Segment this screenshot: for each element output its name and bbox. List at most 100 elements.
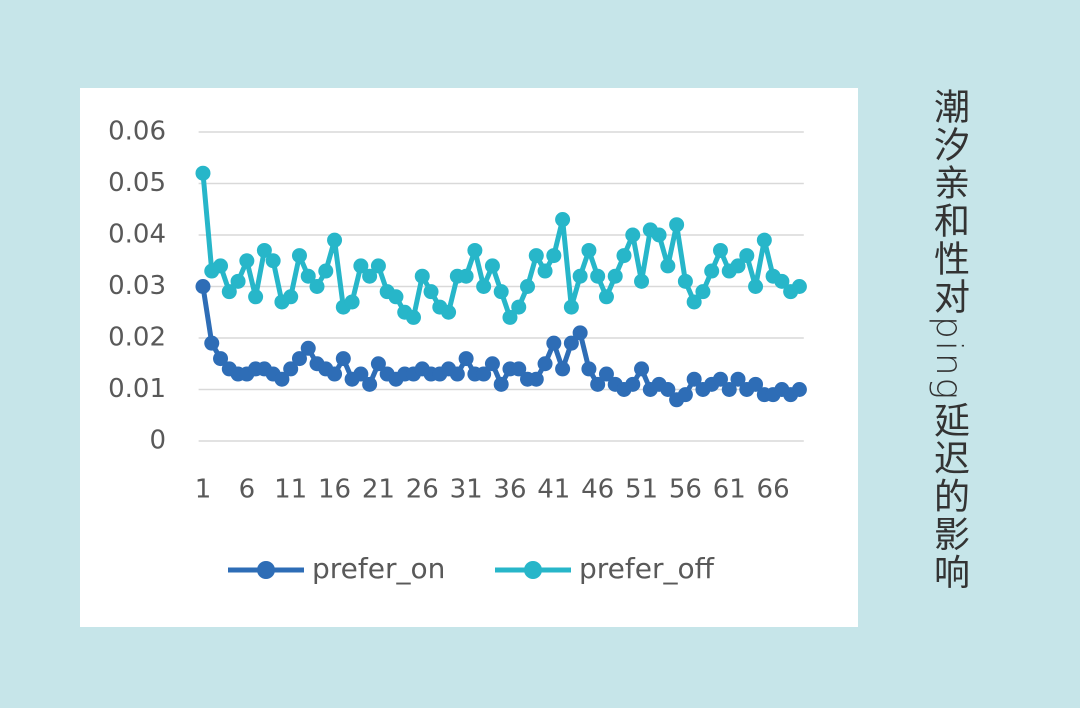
- data-point: [291, 351, 307, 367]
- data-point: [581, 361, 597, 377]
- x-tick-label: 36: [493, 475, 526, 505]
- data-point: [791, 382, 807, 397]
- data-point: [581, 242, 597, 258]
- data-point: [195, 279, 211, 294]
- data-point: [362, 268, 378, 284]
- data-point: [572, 268, 588, 284]
- data-point: [423, 284, 439, 300]
- data-point: [300, 268, 316, 284]
- data-point: [555, 212, 571, 228]
- data-point: [748, 376, 764, 392]
- data-point: [309, 279, 325, 294]
- x-tick-label: 46: [581, 475, 614, 505]
- data-point: [686, 371, 702, 387]
- data-point: [625, 376, 641, 392]
- data-point: [493, 376, 509, 392]
- y-tick-label: 0.05: [108, 168, 166, 198]
- data-point: [546, 248, 562, 264]
- data-point: [598, 366, 614, 382]
- data-point: [370, 356, 386, 372]
- data-point: [651, 227, 667, 243]
- data-point: [291, 248, 307, 264]
- x-tick-label: 31: [450, 475, 483, 505]
- x-tick-label: 1: [195, 475, 212, 505]
- data-point: [239, 253, 255, 269]
- data-point: [712, 242, 728, 258]
- data-point: [590, 268, 606, 284]
- data-point: [484, 356, 500, 372]
- data-point: [327, 232, 343, 248]
- data-point: [441, 304, 457, 320]
- x-tick-label: 6: [239, 475, 256, 505]
- x-tick-label: 21: [362, 475, 395, 505]
- data-point: [405, 309, 421, 325]
- data-point: [283, 361, 299, 377]
- y-tick-label: 0.02: [108, 323, 166, 353]
- data-point: [748, 279, 764, 294]
- data-point: [213, 351, 229, 367]
- data-point: [248, 289, 264, 305]
- data-point: [660, 382, 676, 397]
- data-point: [616, 248, 632, 264]
- data-point: [712, 371, 728, 387]
- data-point: [318, 263, 334, 279]
- data-point: [660, 258, 676, 274]
- x-tick-label: 11: [274, 475, 307, 505]
- data-point: [300, 340, 316, 356]
- data-point: [327, 366, 343, 382]
- x-tick-label: 26: [406, 475, 439, 505]
- data-point: [414, 268, 430, 284]
- data-point: [537, 356, 553, 372]
- data-point: [555, 361, 571, 377]
- chart-title: 潮汐亲和性对ping延迟的影响: [928, 88, 969, 592]
- data-point: [476, 366, 492, 382]
- data-point: [230, 273, 246, 289]
- data-point: [335, 351, 351, 367]
- data-point: [563, 335, 579, 351]
- data-point: [721, 382, 737, 397]
- data-point: [265, 253, 281, 269]
- data-point: [669, 217, 685, 233]
- data-point: [467, 242, 483, 258]
- data-point: [449, 366, 465, 382]
- data-point: [572, 325, 588, 341]
- data-point: [695, 284, 711, 300]
- data-point: [256, 242, 272, 258]
- x-tick-label: 61: [713, 475, 746, 505]
- data-point: [607, 268, 623, 284]
- data-point: [493, 284, 509, 300]
- data-point: [221, 284, 237, 300]
- legend-label: prefer_on: [312, 552, 445, 585]
- data-point: [484, 258, 500, 274]
- x-tick-label: 66: [757, 475, 790, 505]
- y-tick-label: 0.03: [108, 271, 166, 301]
- data-point: [563, 299, 579, 315]
- data-point: [388, 289, 404, 305]
- data-point: [756, 232, 772, 248]
- data-point: [704, 263, 720, 279]
- data-point: [476, 279, 492, 294]
- data-point: [730, 258, 746, 274]
- data-point: [791, 279, 807, 294]
- data-point: [458, 268, 474, 284]
- y-tick-label: 0.06: [108, 117, 166, 147]
- data-point: [634, 361, 650, 377]
- y-tick-label: 0: [149, 426, 166, 456]
- data-point: [344, 294, 360, 310]
- data-point: [537, 263, 553, 279]
- data-point: [511, 361, 527, 377]
- data-point: [511, 299, 527, 315]
- data-point: [598, 289, 614, 305]
- data-point: [502, 309, 518, 325]
- data-point: [634, 273, 650, 289]
- data-point: [458, 351, 474, 367]
- data-point: [590, 376, 606, 392]
- data-point: [774, 273, 790, 289]
- legend-marker: [257, 561, 275, 579]
- data-point: [686, 294, 702, 310]
- data-point: [528, 248, 544, 264]
- data-point: [213, 258, 229, 274]
- data-point: [730, 371, 746, 387]
